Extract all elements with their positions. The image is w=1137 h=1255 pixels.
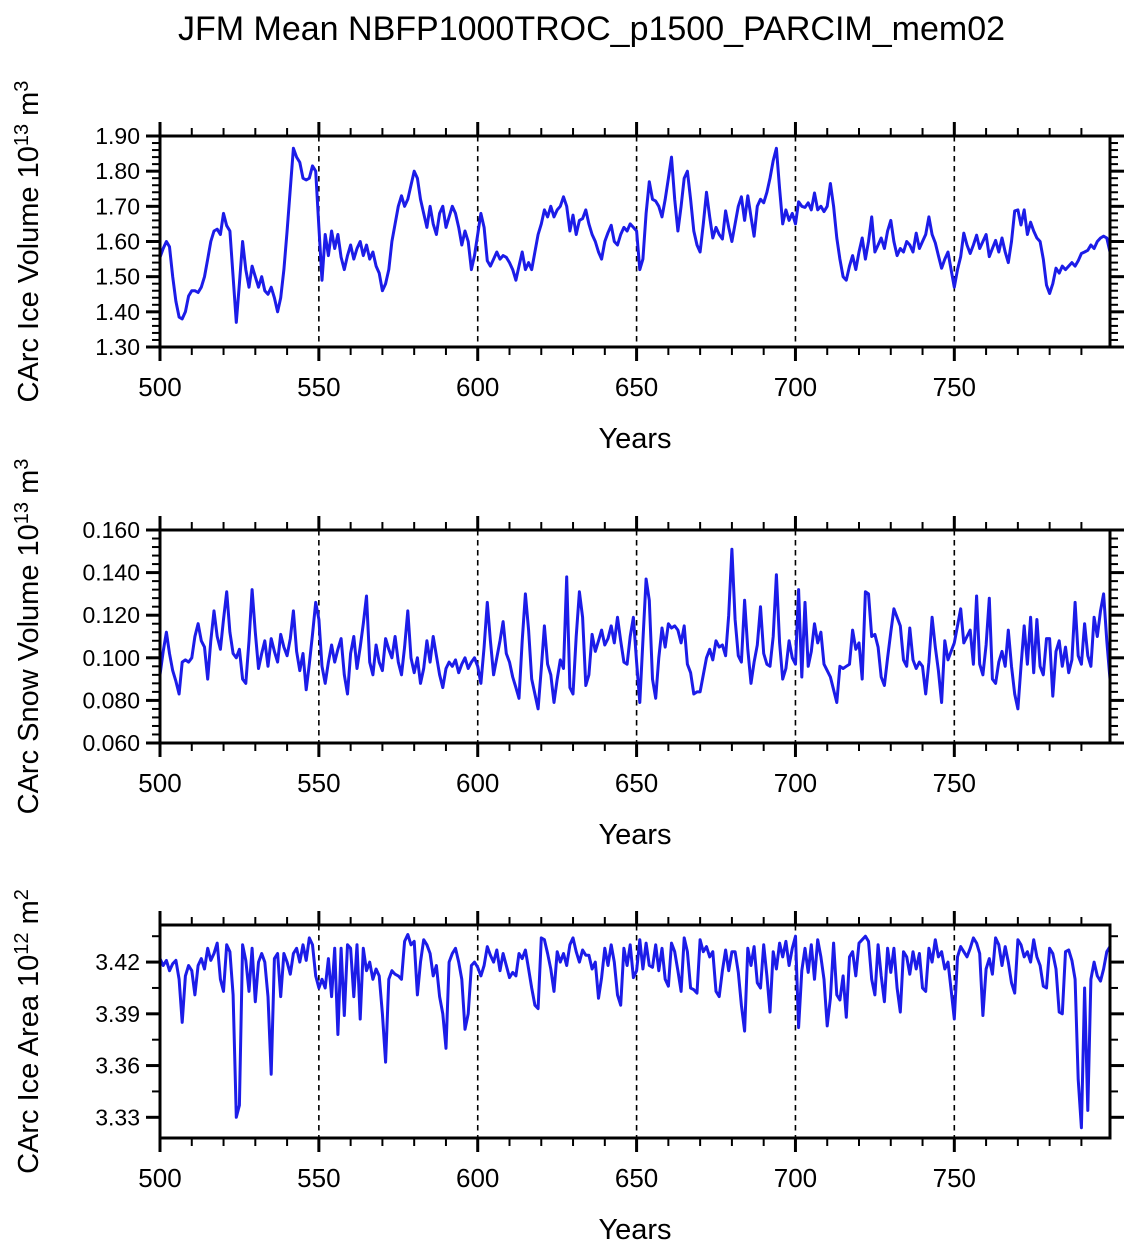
y-axis-title-superscript: 13 — [11, 124, 33, 146]
data-line — [158, 933, 1112, 1130]
y-tick-label: 0.080 — [82, 687, 140, 713]
y-axis-title-text: m — [13, 470, 45, 502]
x-tick-label: 650 — [615, 1163, 658, 1193]
y-axis-title-superscript: 12 — [11, 932, 33, 954]
y-tick-label: 1.80 — [95, 158, 140, 184]
y-tick-label: 1.30 — [95, 334, 140, 360]
x-tick-label: 550 — [297, 1163, 340, 1193]
x-axis-title: Years — [598, 819, 671, 851]
y-tick-label: 1.90 — [95, 123, 140, 149]
y-tick-label: 1.70 — [95, 193, 140, 219]
y-tick-label: 3.33 — [95, 1104, 140, 1130]
x-axis-title: Years — [598, 1214, 671, 1246]
x-tick-label: 600 — [456, 1163, 499, 1193]
plot-frame — [158, 528, 1112, 745]
y-tick-label: 1.40 — [95, 299, 140, 325]
y-axis-title-text: m — [13, 92, 45, 124]
x-tick-label: 600 — [456, 768, 499, 798]
x-tick-label: 700 — [774, 1163, 817, 1193]
x-tick-label: 550 — [297, 768, 340, 798]
y-axis-title-text: m — [13, 900, 45, 932]
x-tick-label: 500 — [138, 1163, 181, 1193]
x-tick-label: 700 — [774, 768, 817, 798]
x-tick-label: 750 — [933, 372, 976, 402]
y-axis-title-superscript: 13 — [11, 502, 33, 524]
y-tick-label: 3.39 — [95, 1001, 140, 1027]
x-tick-label: 750 — [933, 1163, 976, 1193]
y-tick-label: 3.36 — [95, 1053, 140, 1079]
y-tick-label: 0.140 — [82, 560, 140, 586]
y-tick-label: 0.100 — [82, 645, 140, 671]
y-tick-label: 1.50 — [95, 264, 140, 290]
data-line — [158, 547, 1112, 711]
y-axis-title-superscript: 3 — [11, 81, 33, 92]
x-tick-label: 700 — [774, 372, 817, 402]
panel-ice-volume: 1.30 1.40 1.50 1.60 1.70 1.80 1.90 500 550 600 650… — [11, 81, 1124, 455]
y-axis-title-text: CArc Snow Volume 10 — [13, 524, 45, 814]
y-axis-title-superscript: 2 — [11, 889, 33, 900]
y-tick-label: 0.160 — [82, 517, 140, 543]
y-axis-title: CArc Ice Volume 1013 m3 — [11, 81, 45, 403]
x-axis-title: Years — [598, 423, 671, 455]
y-axis-title: CArc Ice Area 1012 m2 — [11, 889, 45, 1174]
x-tick-label: 500 — [138, 768, 181, 798]
x-tick-label: 650 — [615, 372, 658, 402]
plot-frame — [158, 923, 1112, 1140]
y-axis-title-text: CArc Ice Area 10 — [13, 955, 45, 1174]
data-line — [158, 146, 1112, 324]
y-axis-title-text: CArc Ice Volume 10 — [13, 146, 45, 402]
x-tick-label: 550 — [297, 372, 340, 402]
panel-ice-area: 3.33 3.36 3.39 3.42 500 550 600 650 700 750 Years C… — [11, 889, 1124, 1246]
y-tick-label: 0.120 — [82, 602, 140, 628]
x-tick-label: 600 — [456, 372, 499, 402]
y-tick-label: 1.60 — [95, 229, 140, 255]
x-tick-label: 750 — [933, 768, 976, 798]
figure-title: JFM Mean NBFP1000TROC_p1500_PARCIM_mem02 — [177, 10, 1006, 48]
y-tick-label: 3.42 — [95, 949, 140, 975]
y-axis-title: CArc Snow Volume 1013 m3 — [11, 459, 45, 815]
y-tick-label: 0.060 — [82, 730, 140, 756]
x-tick-label: 650 — [615, 768, 658, 798]
x-tick-label: 500 — [138, 372, 181, 402]
y-axis-title-superscript: 3 — [11, 459, 33, 470]
panel-snow-volume: 0.060 0.080 0.100 0.120 0.140 0.160 500 550 600 6… — [11, 459, 1124, 851]
